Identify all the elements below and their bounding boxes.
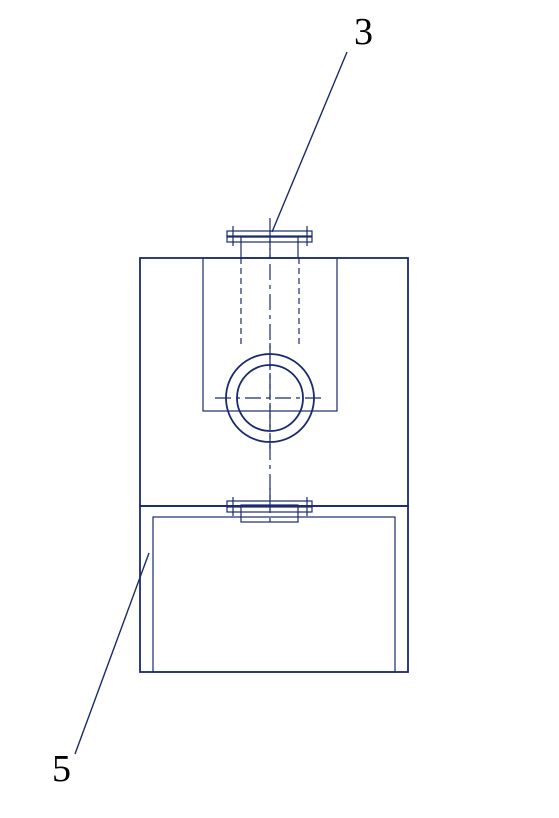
stand-inner	[153, 517, 395, 672]
stand-outer	[140, 506, 408, 672]
callout-3: 3	[354, 11, 373, 53]
callout-5: 5	[52, 748, 71, 790]
leader-3	[272, 52, 347, 232]
leader-5	[75, 553, 149, 754]
housing-outline	[140, 258, 408, 506]
